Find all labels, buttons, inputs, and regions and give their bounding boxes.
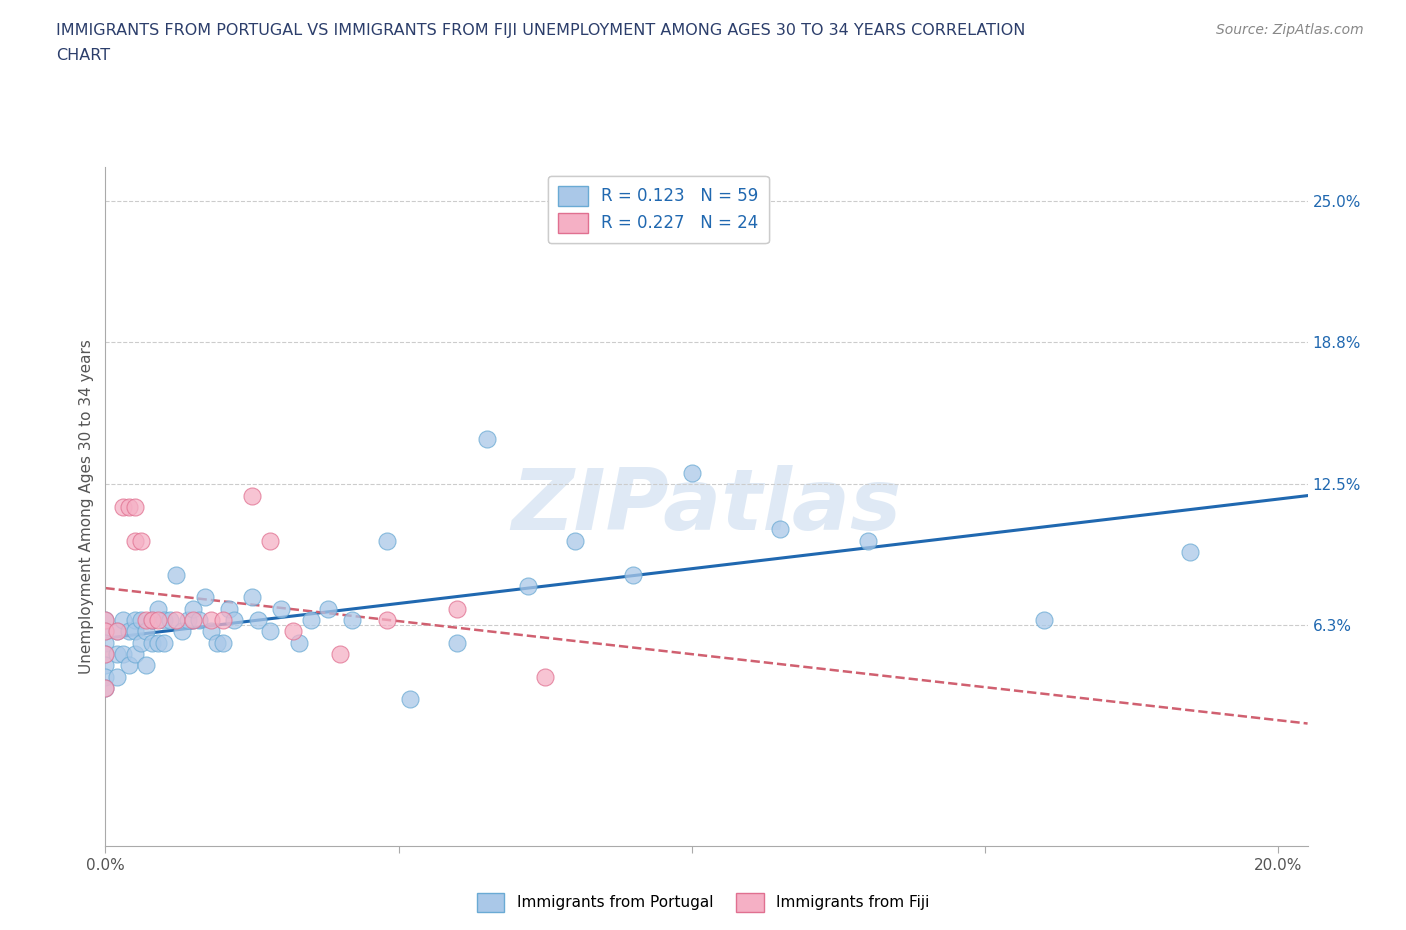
Point <box>621 567 644 582</box>
Point <box>159 613 181 628</box>
Point <box>148 602 170 617</box>
Point <box>446 602 468 617</box>
Legend: R = 0.123   N = 59, R = 0.227   N = 24: R = 0.123 N = 59, R = 0.227 N = 24 <box>548 176 769 243</box>
Point <box>200 624 222 639</box>
Point <box>105 670 128 684</box>
Point <box>165 613 187 628</box>
Point <box>148 635 170 650</box>
Text: IMMIGRANTS FROM PORTUGAL VS IMMIGRANTS FROM FIJI UNEMPLOYMENT AMONG AGES 30 TO 3: IMMIGRANTS FROM PORTUGAL VS IMMIGRANTS F… <box>56 23 1025 38</box>
Point <box>141 635 163 650</box>
Point <box>246 613 269 628</box>
Point <box>112 646 135 661</box>
Point <box>129 635 152 650</box>
Point <box>94 646 117 661</box>
Point <box>94 613 117 628</box>
Point <box>94 681 117 696</box>
Point <box>288 635 311 650</box>
Point <box>170 624 193 639</box>
Point <box>769 522 792 537</box>
Point <box>188 613 211 628</box>
Point <box>176 613 198 628</box>
Point <box>856 534 879 549</box>
Point <box>183 602 205 617</box>
Point <box>94 670 117 684</box>
Point <box>112 499 135 514</box>
Point <box>118 624 141 639</box>
Point <box>153 635 176 650</box>
Point <box>94 613 117 628</box>
Point <box>124 534 146 549</box>
Point <box>94 624 117 639</box>
Text: CHART: CHART <box>56 48 110 63</box>
Text: ZIPatlas: ZIPatlas <box>512 465 901 549</box>
Point <box>681 466 703 481</box>
Point <box>112 613 135 628</box>
Point <box>141 613 163 628</box>
Point <box>259 624 281 639</box>
Point <box>446 635 468 650</box>
Text: Source: ZipAtlas.com: Source: ZipAtlas.com <box>1216 23 1364 37</box>
Point <box>124 646 146 661</box>
Point <box>564 534 586 549</box>
Point <box>240 488 263 503</box>
Point <box>1180 545 1202 560</box>
Point <box>118 658 141 672</box>
Point <box>105 624 128 639</box>
Point <box>94 635 117 650</box>
Point <box>375 534 398 549</box>
Point <box>329 646 352 661</box>
Point <box>194 590 217 604</box>
Point <box>153 613 176 628</box>
Point <box>224 613 246 628</box>
Point <box>94 646 117 661</box>
Point <box>94 681 117 696</box>
Y-axis label: Unemployment Among Ages 30 to 34 years: Unemployment Among Ages 30 to 34 years <box>79 339 94 674</box>
Point <box>240 590 263 604</box>
Point <box>135 624 157 639</box>
Point <box>299 613 322 628</box>
Point <box>94 658 117 672</box>
Point <box>211 613 233 628</box>
Point <box>148 613 170 628</box>
Point <box>129 534 152 549</box>
Point <box>475 432 498 446</box>
Point <box>211 635 233 650</box>
Point <box>105 646 128 661</box>
Point <box>259 534 281 549</box>
Point <box>165 567 187 582</box>
Point <box>135 658 157 672</box>
Point <box>129 613 152 628</box>
Point <box>183 613 205 628</box>
Point <box>218 602 240 617</box>
Point <box>105 624 128 639</box>
Point <box>124 624 146 639</box>
Point <box>141 613 163 628</box>
Point <box>375 613 398 628</box>
Point <box>399 692 422 707</box>
Point <box>1032 613 1054 628</box>
Point <box>534 670 557 684</box>
Point <box>118 499 141 514</box>
Point <box>340 613 363 628</box>
Point <box>200 613 222 628</box>
Point <box>316 602 339 617</box>
Point <box>205 635 228 650</box>
Point <box>270 602 292 617</box>
Point <box>124 613 146 628</box>
Legend: Immigrants from Portugal, Immigrants from Fiji: Immigrants from Portugal, Immigrants fro… <box>471 887 935 918</box>
Point <box>124 499 146 514</box>
Point <box>94 624 117 639</box>
Point <box>281 624 304 639</box>
Point <box>516 578 538 593</box>
Point <box>135 613 157 628</box>
